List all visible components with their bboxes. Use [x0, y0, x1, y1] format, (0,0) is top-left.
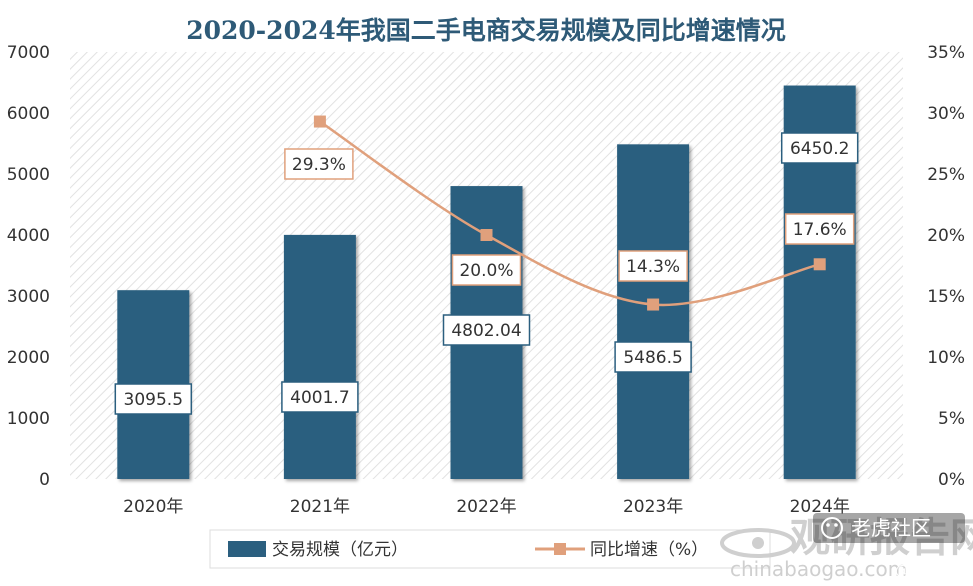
legend: 交易规模（亿元） 同比增速（%） — [209, 529, 771, 569]
line-data-labels: 29.3% 20.0% 14.3% 17.6% — [284, 148, 855, 286]
line-data-label: 14.3% — [626, 257, 680, 277]
bar — [283, 234, 356, 479]
left-y-tick-label: 5000 — [7, 165, 50, 185]
line-data-label-box — [618, 250, 688, 282]
right-y-tick-label: 10% — [927, 348, 965, 368]
watermark-sub-text: chinabaogao.com — [730, 557, 907, 581]
left-y-tick-label: 6000 — [7, 104, 50, 124]
line-data-label: 17.6% — [793, 220, 847, 240]
line-data-label-box — [784, 213, 855, 245]
right-y-tick-label: 35% — [927, 43, 965, 63]
watermark-tag-bg — [813, 513, 965, 543]
left-y-tick-label: 2000 — [7, 348, 50, 368]
line-marker — [647, 298, 660, 311]
bar-data-label: 4802.04 — [451, 321, 521, 341]
bar-data-labels: 3095.5 4001.7 4802.04 5486.5 6450.2 — [114, 132, 859, 415]
watermark-tag-text: 老虎社区 — [851, 516, 931, 540]
x-tick-label: 2020年 — [123, 497, 183, 517]
bar-data-label-box — [281, 381, 359, 413]
line-data-label-box — [284, 148, 354, 180]
bar-data-label-box — [114, 383, 193, 415]
watermark-main-text: 观研报告网 — [790, 515, 973, 561]
line-series — [313, 115, 826, 311]
line-marker — [313, 115, 326, 128]
x-tick-label: 2024年 — [790, 497, 850, 517]
legend-line-marker — [554, 543, 566, 555]
bar-data-label-box — [442, 314, 531, 346]
left-y-tick-label: 3000 — [7, 287, 50, 307]
watermark-logo-icon — [720, 528, 796, 558]
bar-data-label-box — [780, 132, 859, 164]
line-marker — [813, 258, 826, 271]
watermark: 观研报告网 chinabaogao.com 老虎社区 @师天浩 — [720, 513, 973, 581]
bar-data-label: 5486.5 — [623, 348, 682, 368]
right-y-tick-label: 30% — [927, 104, 965, 124]
x-tick-label: 2022年 — [456, 497, 516, 517]
legend-box — [209, 529, 771, 569]
left-y-tick-label: 4000 — [7, 226, 50, 246]
right-y-tick-label: 25% — [927, 165, 965, 185]
bar — [617, 144, 690, 480]
line-marker — [480, 229, 493, 241]
line-data-label: 20.0% — [459, 261, 513, 281]
line-data-label: 29.3% — [292, 155, 346, 175]
right-y-axis: 0% 5% 10% 15% 20% 25% 30% 35% — [927, 43, 965, 490]
legend-bar-swatch — [228, 541, 266, 557]
line-path — [319, 120, 820, 307]
right-y-tick-label: 15% — [927, 287, 965, 307]
right-y-tick-label: 0% — [938, 470, 965, 490]
left-y-axis: 0 1000 2000 3000 4000 5000 6000 7000 — [7, 43, 50, 490]
x-tick-label: 2021年 — [290, 497, 350, 517]
left-y-tick-label: 0 — [39, 470, 50, 490]
watermark-author-text: @师天浩 — [895, 563, 951, 579]
x-tick-label: 2023年 — [623, 497, 683, 517]
legend-bar-label: 交易规模（亿元） — [272, 540, 408, 560]
left-y-tick-label: 1000 — [7, 409, 50, 429]
bar-data-label-box — [614, 341, 692, 373]
legend-line-label: 同比增速（%） — [590, 540, 708, 560]
x-axis: 2020年 2021年 2022年 2023年 2024年 — [123, 497, 850, 517]
bar-data-label: 6450.2 — [790, 139, 849, 159]
left-y-tick-label: 7000 — [7, 43, 50, 63]
bar-data-label: 3095.5 — [124, 390, 183, 410]
right-y-tick-label: 20% — [927, 226, 965, 246]
tiger-icon — [821, 517, 843, 539]
right-y-tick-label: 5% — [938, 409, 965, 429]
line-data-label-box — [451, 254, 522, 286]
chart-title: 2020-2024年我国二手电商交易规模及同比增速情况 — [186, 16, 786, 45]
bar-data-label: 4001.7 — [290, 388, 349, 408]
